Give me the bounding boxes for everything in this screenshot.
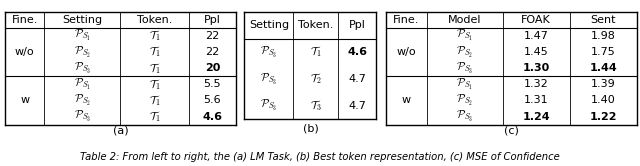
Text: Token.: Token. — [137, 15, 173, 25]
Text: $\mathcal{P}_{S_1}$: $\mathcal{P}_{S_1}$ — [74, 77, 91, 92]
Text: Model: Model — [448, 15, 481, 25]
Text: $\mathcal{P}_{S_2}$: $\mathcal{P}_{S_2}$ — [74, 44, 91, 60]
Text: $\mathcal{T}_1$: $\mathcal{T}_1$ — [149, 28, 161, 43]
Text: 1.30: 1.30 — [522, 63, 550, 73]
Text: Sent: Sent — [591, 15, 616, 25]
Text: $\mathcal{P}_{S_2}$: $\mathcal{P}_{S_2}$ — [456, 44, 474, 60]
Text: (c): (c) — [504, 125, 519, 135]
Text: 1.98: 1.98 — [591, 31, 616, 41]
Text: $\mathcal{P}_{S_3}$: $\mathcal{P}_{S_3}$ — [456, 109, 474, 124]
Text: $\mathcal{P}_{S_2}$: $\mathcal{P}_{S_2}$ — [74, 93, 91, 108]
Text: 20: 20 — [205, 63, 220, 73]
Text: $\mathcal{T}_1$: $\mathcal{T}_1$ — [149, 61, 161, 76]
Text: 5.6: 5.6 — [204, 95, 221, 105]
Text: Fine.: Fine. — [12, 15, 38, 25]
Text: $\mathcal{P}_{S_1}$: $\mathcal{P}_{S_1}$ — [74, 28, 91, 43]
Text: 5.5: 5.5 — [204, 79, 221, 89]
Text: FOAK: FOAK — [522, 15, 551, 25]
Text: 1.32: 1.32 — [524, 79, 548, 89]
Text: $\mathcal{T}_1$: $\mathcal{T}_1$ — [149, 44, 161, 59]
Text: Token.: Token. — [298, 20, 333, 30]
Text: 4.7: 4.7 — [348, 101, 366, 111]
Text: $\mathcal{T}_1$: $\mathcal{T}_1$ — [149, 109, 161, 124]
Text: $\mathcal{T}_1$: $\mathcal{T}_1$ — [149, 93, 161, 108]
Text: 4.6: 4.6 — [348, 47, 367, 57]
Text: Ppl: Ppl — [349, 20, 365, 30]
Text: 4.7: 4.7 — [348, 74, 366, 84]
Text: 1.45: 1.45 — [524, 47, 548, 57]
Text: 1.31: 1.31 — [524, 95, 548, 105]
Text: $\mathcal{P}_{S_3}$: $\mathcal{P}_{S_3}$ — [260, 44, 278, 60]
Text: 22: 22 — [205, 31, 220, 41]
Text: $\mathcal{P}_{S_1}$: $\mathcal{P}_{S_1}$ — [456, 28, 474, 43]
Text: $\mathcal{T}_1$: $\mathcal{T}_1$ — [149, 77, 161, 92]
Text: $\mathcal{T}_1$: $\mathcal{T}_1$ — [310, 44, 322, 59]
Text: w/o: w/o — [397, 47, 416, 57]
Text: Setting: Setting — [62, 15, 102, 25]
Text: 4.6: 4.6 — [202, 112, 223, 122]
Text: w: w — [20, 95, 29, 105]
Text: $\mathcal{P}_{S_2}$: $\mathcal{P}_{S_2}$ — [456, 93, 474, 108]
Text: w/o: w/o — [15, 47, 35, 57]
Text: w: w — [402, 95, 411, 105]
Text: (a): (a) — [113, 125, 128, 135]
Text: Setting: Setting — [249, 20, 289, 30]
Text: $\mathcal{T}_2$: $\mathcal{T}_2$ — [310, 72, 322, 86]
Text: $\mathcal{P}_{S_3}$: $\mathcal{P}_{S_3}$ — [74, 61, 91, 76]
Text: $\mathcal{P}_{S_3}$: $\mathcal{P}_{S_3}$ — [260, 98, 278, 114]
Text: $\mathcal{P}_{S_3}$: $\mathcal{P}_{S_3}$ — [260, 71, 278, 86]
Text: 1.22: 1.22 — [589, 112, 617, 122]
Text: Fine.: Fine. — [393, 15, 420, 25]
Text: $\mathcal{T}_3$: $\mathcal{T}_3$ — [310, 98, 322, 113]
Text: 1.44: 1.44 — [589, 63, 617, 73]
Text: 1.24: 1.24 — [522, 112, 550, 122]
Text: 22: 22 — [205, 47, 220, 57]
Text: Ppl: Ppl — [204, 15, 221, 25]
Text: $\mathcal{P}_{S_3}$: $\mathcal{P}_{S_3}$ — [456, 61, 474, 76]
Text: $\mathcal{P}_{S_3}$: $\mathcal{P}_{S_3}$ — [74, 109, 91, 124]
Text: (b): (b) — [303, 124, 318, 134]
Text: $\mathcal{P}_{S_1}$: $\mathcal{P}_{S_1}$ — [456, 77, 474, 92]
Text: 1.40: 1.40 — [591, 95, 616, 105]
Text: 1.47: 1.47 — [524, 31, 548, 41]
Text: 1.75: 1.75 — [591, 47, 616, 57]
Text: 1.39: 1.39 — [591, 79, 616, 89]
Text: Table 2: From left to right, the (a) LM Task, (b) Best token representation, (c): Table 2: From left to right, the (a) LM … — [80, 152, 560, 162]
